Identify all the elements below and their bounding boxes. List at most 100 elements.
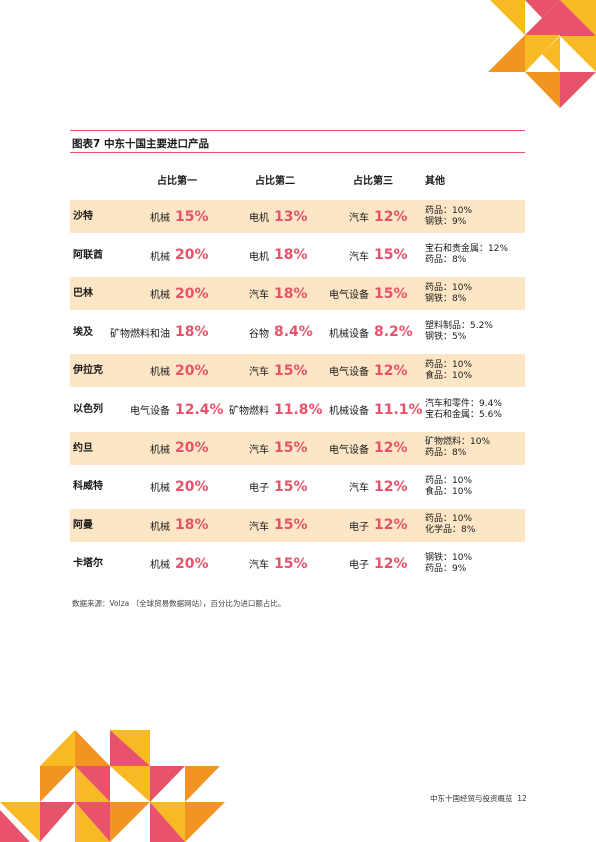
other-item: 药品：10%: [425, 282, 473, 293]
product-label: 电气设备: [329, 290, 369, 302]
product-label: 机械: [150, 521, 170, 533]
product-share: 12%: [374, 555, 408, 572]
product-share: 15%: [374, 247, 408, 264]
other-products: 塑料制品：5.2% 钢铁：5%: [425, 316, 493, 349]
country-name: 沙特: [73, 211, 93, 222]
product-share: 12%: [374, 517, 408, 534]
other-item: 药品：10%: [425, 475, 473, 486]
product-share: 12%: [374, 440, 408, 457]
country-name: 埃及: [73, 326, 93, 338]
country-name: 卡塔尔: [73, 558, 103, 570]
table-row: 阿曼 机械 18% 汽车 15% 电子 12% 药品：10% 化学品：8%: [70, 508, 525, 542]
product-label: 机械设备: [329, 328, 369, 340]
product-label: 机械: [150, 444, 170, 456]
product-label: 电子: [349, 521, 369, 533]
other-item: 食品：10%: [425, 486, 473, 497]
header-third: 占比第三: [353, 176, 393, 187]
page-number: 12: [517, 794, 527, 803]
other-item: 食品：10%: [425, 370, 473, 381]
other-item: 药品：10%: [425, 205, 473, 216]
product-share: 18%: [175, 517, 209, 534]
product-share: 15%: [175, 208, 209, 225]
other-products: 钢铁：10% 药品：9%: [425, 547, 472, 580]
product-share: 18%: [274, 285, 308, 302]
product-share: 20%: [175, 362, 209, 379]
other-products: 药品：10% 食品：10%: [425, 354, 472, 387]
product-label: 汽车: [249, 290, 269, 302]
product-label: 机械: [150, 483, 170, 495]
other-products: 药品：10% 钢铁：9%: [425, 200, 472, 233]
product-label: 机械: [150, 213, 170, 224]
page-footer: 中东十国经贸与投资概览 12: [430, 793, 527, 804]
other-item: 药品：10%: [425, 514, 473, 525]
table-row: 以色列 电气设备 12.4% 矿物燃料 11.8% 机械设备 11.1% 汽车和零件：9.4%…: [70, 393, 525, 426]
other-item: 药品：9%: [425, 563, 467, 574]
header-first: 占比第一: [157, 176, 197, 187]
other-item: 药品：10%: [425, 359, 473, 370]
header-second: 占比第二: [255, 176, 295, 187]
header-other: 其他: [425, 176, 445, 187]
title-rule-top: [70, 130, 525, 131]
product-share: 12%: [374, 362, 408, 379]
product-share: 15%: [274, 517, 308, 534]
table-row: 埃及 矿物燃料和油 18% 谷物 8.4% 机械设备 8.2% 塑料制品：5.2% 钢铁：5%: [70, 316, 525, 349]
product-label: 机械: [150, 251, 170, 263]
country-name: 阿联酋: [73, 249, 103, 261]
product-label: 电气设备: [329, 444, 369, 456]
product-label: 电子: [249, 483, 269, 495]
product-share: 15%: [274, 362, 308, 379]
country-name: 科威特: [73, 481, 103, 493]
other-item: 宝石和金属：5.6%: [425, 409, 502, 420]
table-row: 沙特 机械 15% 电机 13% 汽车 12% 药品：10% 钢铁：9%: [70, 200, 525, 233]
product-share: 8.2%: [374, 324, 413, 341]
product-share: 13%: [274, 208, 308, 225]
product-share: 20%: [175, 247, 209, 264]
other-products: 药品：10% 化学品：8%: [425, 509, 475, 542]
product-label: 汽车: [249, 444, 269, 456]
product-share: 8.4%: [274, 324, 313, 341]
product-share: 20%: [175, 555, 209, 572]
other-item: 药品：8%: [425, 448, 467, 459]
decorative-pattern-bottom: [0, 730, 225, 842]
other-products: 宝石和贵金属：12% 药品：8%: [425, 239, 508, 272]
table-row: 伊拉克 机械 20% 汽车 15% 电气设备 12% 药品：10% 食品：10%: [70, 354, 525, 388]
product-share: 15%: [274, 478, 308, 495]
product-label: 矿物燃料: [229, 406, 269, 417]
product-label: 汽车: [249, 367, 269, 379]
product-share: 11.1%: [374, 401, 423, 418]
product-share: 20%: [175, 440, 209, 457]
other-item: 化学品：8%: [425, 525, 476, 536]
product-share: 15%: [274, 440, 308, 457]
country-name: 伊拉克: [73, 365, 103, 377]
product-share: 15%: [274, 555, 308, 572]
product-label: 机械设备: [329, 406, 369, 417]
decorative-pattern-top: [488, 0, 596, 108]
product-share: 18%: [175, 324, 209, 341]
other-item: 药品：8%: [425, 255, 467, 266]
table-row: 约旦 机械 20% 汽车 15% 电气设备 12% 矿物燃料：10% 药品：8%: [70, 431, 525, 465]
product-label: 汽车: [349, 213, 369, 224]
product-label: 矿物燃料和油: [110, 328, 170, 340]
product-share: 12%: [374, 478, 408, 495]
product-share: 12%: [374, 208, 408, 225]
product-label: 电子: [349, 560, 369, 572]
other-item: 塑料制品：5.2%: [425, 321, 493, 332]
product-label: 电机: [249, 213, 269, 224]
product-label: 谷物: [249, 328, 269, 340]
product-label: 机械: [150, 290, 170, 302]
other-item: 钢铁：8%: [425, 293, 467, 304]
product-label: 汽车: [349, 251, 369, 263]
country-name: 约旦: [73, 442, 93, 454]
title-rule-bottom: [70, 152, 525, 153]
product-label: 电气设备: [130, 406, 170, 417]
product-label: 汽车: [249, 521, 269, 533]
table-row: 卡塔尔 机械 20% 汽车 15% 电子 12% 钢铁：10% 药品：9%: [70, 547, 525, 580]
other-products: 药品：10% 食品：10%: [425, 470, 472, 503]
country-name: 阿曼: [73, 519, 93, 531]
product-label: 机械: [150, 367, 170, 379]
product-label: 汽车: [349, 483, 369, 495]
product-share: 20%: [175, 478, 209, 495]
other-item: 矿物燃料：10%: [425, 437, 491, 448]
product-share: 11.8%: [274, 401, 323, 418]
table-row: 巴林 机械 20% 汽车 18% 电气设备 15% 药品：10% 钢铁：8%: [70, 277, 525, 311]
